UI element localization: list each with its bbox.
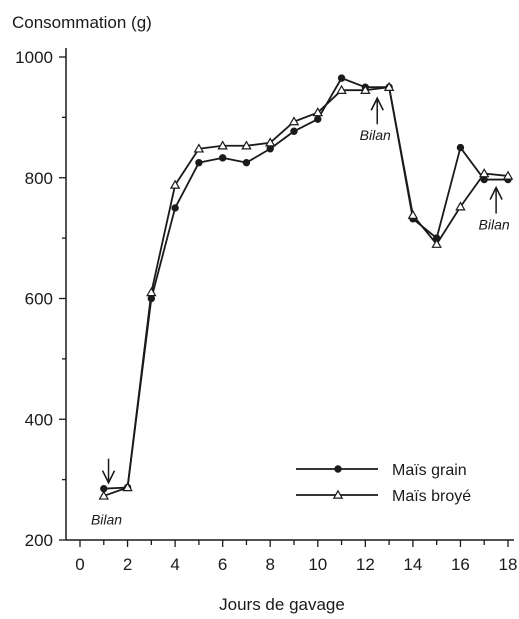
annotation-bilan: Bilan xyxy=(479,185,510,233)
data-point-triangle xyxy=(502,170,514,180)
y-tick-label: 200 xyxy=(25,531,53,550)
data-point-triangle xyxy=(336,84,347,94)
data-point-circle xyxy=(242,158,251,167)
x-tick-label: 14 xyxy=(403,555,422,574)
data-point-circle xyxy=(334,465,342,473)
x-tick-label: 4 xyxy=(170,555,179,574)
x-tick-label: 18 xyxy=(499,555,518,574)
series-1 xyxy=(100,74,512,493)
data-point-circle xyxy=(266,145,274,153)
data-point-triangle xyxy=(312,107,324,117)
data-point-triangle xyxy=(478,168,490,178)
annotation-label: Bilan xyxy=(91,512,122,528)
y-tick-label: 600 xyxy=(25,290,53,309)
x-tick-label: 2 xyxy=(123,555,132,574)
data-point-triangle xyxy=(146,287,157,297)
data-point-circle xyxy=(314,115,322,123)
data-point-triangle xyxy=(217,140,228,150)
data-point-triangle xyxy=(360,84,371,94)
data-point-circle xyxy=(290,127,298,135)
y-tick-label: 400 xyxy=(25,410,53,429)
data-point-circle xyxy=(337,74,346,82)
x-tick-label: 0 xyxy=(75,555,84,574)
data-point-triangle xyxy=(193,143,205,153)
annotations: Bilan Bilan Bilan xyxy=(91,96,510,528)
y-tick-label: 800 xyxy=(25,169,53,188)
legend-item-1: Maïs grain xyxy=(296,462,467,479)
annotation-label: Bilan xyxy=(360,127,391,143)
axis-ticks: 0 2 4 6 8 10 12 14 16 18 200 400 600 800 1000 xyxy=(15,48,517,574)
annotation-arrow-head xyxy=(370,96,384,111)
x-tick-label: 16 xyxy=(451,555,470,574)
data-point-triangle xyxy=(264,137,276,147)
data-point-triangle xyxy=(383,81,395,91)
data-point-triangle xyxy=(455,201,466,211)
y-axis-title: Consommation (g) xyxy=(12,13,152,32)
x-tick-label: 12 xyxy=(356,555,375,574)
legend: Maïs grain Maïs broyé xyxy=(296,462,471,505)
data-point-triangle xyxy=(169,179,181,189)
annotation-bilan: Bilan xyxy=(360,96,391,143)
x-tick-label: 10 xyxy=(308,555,327,574)
legend-item-2: Maïs broyé xyxy=(296,488,471,505)
data-point-circle xyxy=(195,158,203,167)
data-point-triangle xyxy=(241,140,252,150)
series-layer xyxy=(98,74,514,500)
data-point-triangle xyxy=(288,116,300,126)
data-point-circle xyxy=(456,143,465,152)
annotation-bilan: Bilan xyxy=(91,458,122,528)
legend-label: Maïs broyé xyxy=(392,488,471,505)
annotation-label: Bilan xyxy=(479,217,510,233)
data-point-triangle xyxy=(122,482,133,492)
annotation-arrow-head xyxy=(101,470,116,485)
data-point-triangle xyxy=(98,490,110,500)
x-tick-label: 6 xyxy=(218,555,227,574)
annotation-arrow-head xyxy=(489,185,503,200)
data-point-triangle xyxy=(407,209,419,219)
legend-label: Maïs grain xyxy=(392,462,467,479)
series-line xyxy=(103,77,508,490)
x-tick-label: 8 xyxy=(265,555,274,574)
data-point-triangle xyxy=(431,238,442,248)
data-point-triangle xyxy=(332,489,344,499)
x-axis-title: Jours de gavage xyxy=(219,595,345,614)
series-line xyxy=(103,86,509,497)
series-2 xyxy=(98,81,514,500)
data-point-circle xyxy=(171,204,179,212)
y-tick-label: 1000 xyxy=(15,48,53,67)
data-point-circle xyxy=(218,154,227,162)
